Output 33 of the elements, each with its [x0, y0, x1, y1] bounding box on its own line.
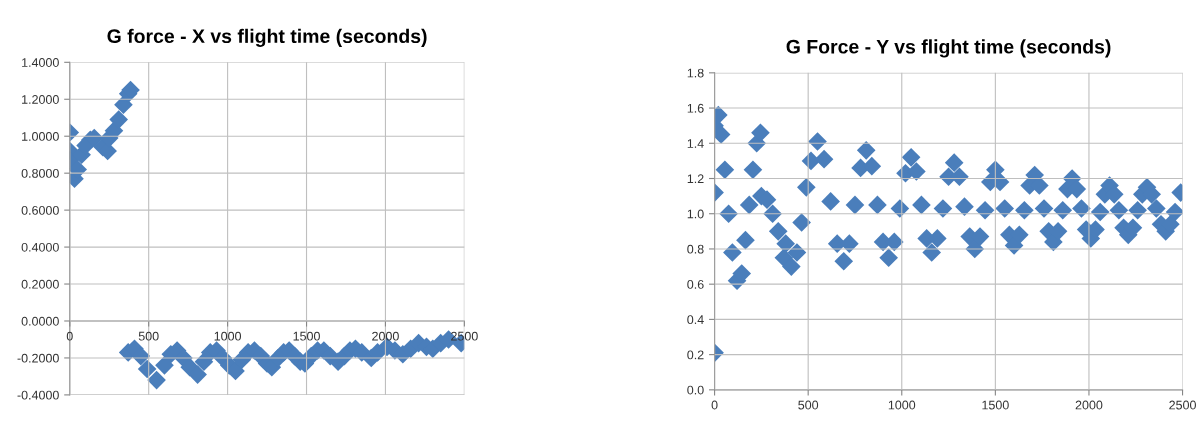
- y-tick-label: 1.8: [687, 68, 704, 78]
- y-tick-label: 0.4: [687, 315, 704, 325]
- y-tick-label: 0.2: [687, 350, 704, 360]
- chart-title: G Force - Y vs flight time (seconds): [786, 39, 1111, 58]
- y-tick-label: 1.4: [687, 139, 704, 148]
- x-tick-label: 1500: [982, 400, 1009, 410]
- y-tick-label: 0.8000: [21, 168, 59, 178]
- y-tick-label: 1.2: [687, 174, 704, 184]
- x-tick-label: 1500: [293, 331, 320, 341]
- y-tick-label: 0.4000: [21, 242, 59, 252]
- y-tick-label: 0.2000: [21, 279, 59, 289]
- y-tick-label: 0.6000: [21, 205, 59, 215]
- y-tick-label: -0.4000: [17, 390, 59, 400]
- x-tick-label: 2000: [372, 331, 399, 341]
- y-tick-label: 1.6: [687, 103, 704, 113]
- x-tick-label: 0: [66, 331, 73, 341]
- y-tick-label: 0.0: [687, 385, 704, 395]
- x-tick-label: 1000: [888, 400, 916, 410]
- chart-title: G force - X vs flight time (seconds): [107, 28, 427, 47]
- y-tick-label: 0.6: [687, 279, 704, 289]
- x-tick-label: 2500: [1169, 400, 1196, 410]
- y-tick-label: 0.8: [687, 244, 704, 254]
- x-tick-label: 2000: [1075, 400, 1103, 410]
- y-tick-label: 0.0000: [21, 316, 59, 326]
- x-tick-label: 500: [138, 331, 159, 341]
- y-tick-label: -0.2000: [17, 353, 59, 363]
- x-tick-label: 0: [711, 400, 718, 410]
- y-tick-label: 1.2000: [22, 95, 59, 104]
- y-tick-label: 1.4000: [22, 58, 59, 67]
- y-tick-label: 1.0: [687, 209, 704, 219]
- y-tick-label: 1.0000: [22, 132, 59, 141]
- x-tick-label: 500: [798, 400, 819, 410]
- x-tick-label: 1000: [214, 331, 242, 341]
